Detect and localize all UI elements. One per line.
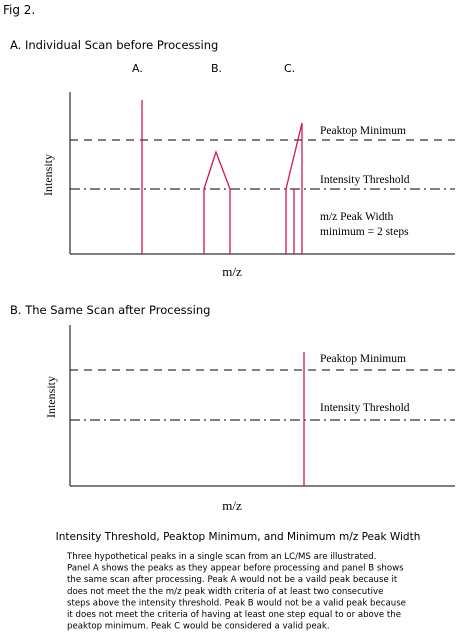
panel-title: B. The Same Scan after Processing [10, 303, 210, 317]
peak-label: B. [211, 62, 222, 75]
threshold-label: Intensity Threshold [320, 174, 410, 186]
panel-title: A. Individual Scan before Processing [10, 38, 218, 52]
caption-title: Intensity Threshold, Peaktop Minimum, an… [56, 531, 421, 543]
y-axis-label: Intensity [44, 376, 58, 418]
caption-line: Panel A shows the peaks as they appear b… [67, 564, 404, 574]
peaktop-label: Peaktop Minimum [320, 125, 406, 137]
caption-line: peaktop minimum. Peak C would be conside… [67, 622, 330, 632]
caption-line: steps above the intensity threshold. Pea… [67, 598, 406, 608]
caption-line: does not meet the the m/z peak width cri… [67, 587, 383, 597]
fig-label: Fig 2. [3, 3, 35, 17]
peak-label: C. [284, 62, 295, 75]
peaktop-label: Peaktop Minimum [320, 353, 406, 365]
caption-line: it does not meet the criteria of having … [67, 610, 401, 620]
x-axis-label: m/z [222, 498, 242, 513]
caption-line: Three hypothetical peaks in a single sca… [66, 552, 376, 562]
x-axis-label: m/z [222, 264, 242, 279]
peak-label: A. [132, 62, 143, 75]
threshold-label: Intensity Threshold [320, 402, 410, 414]
peak [285, 122, 303, 254]
y-axis-label: Intensity [41, 154, 55, 196]
caption-body: Three hypothetical peaks in a single sca… [66, 552, 406, 632]
width-note: m/z Peak Width [320, 211, 394, 223]
caption-line: the same scan after processing. Peak A w… [67, 575, 398, 585]
peak [203, 150, 231, 254]
width-note: minimum = 2 steps [320, 226, 409, 238]
